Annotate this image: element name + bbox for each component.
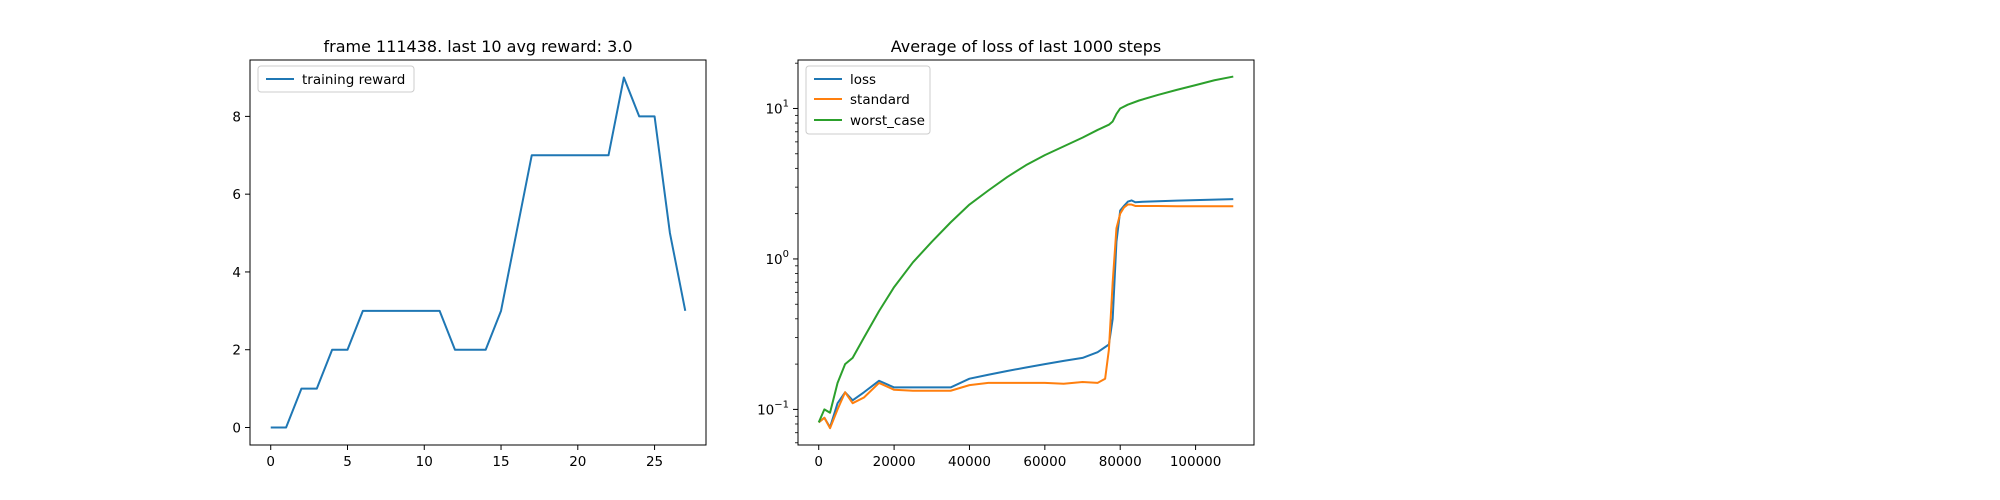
y-tick-label: 2 bbox=[232, 343, 241, 359]
loss-chart-series bbox=[817, 75, 1234, 430]
loss-chart-frame bbox=[797, 59, 1255, 446]
y-tick-label: 8 bbox=[232, 109, 241, 125]
reward-chart-legend: training reward bbox=[257, 65, 415, 93]
legend-label-training-reward: training reward bbox=[302, 72, 405, 88]
x-tick-label: 15 bbox=[492, 454, 509, 470]
x-tick-label: 25 bbox=[646, 454, 663, 470]
series-line-worst-case bbox=[817, 75, 1234, 423]
loss-chart: Average of loss of last 1000 steps 0 2000… bbox=[757, 37, 1255, 470]
loss-chart-ticks: 0 20000 40000 60000 80000 100000 10−1 100 101 bbox=[757, 62, 1222, 470]
y-tick-label: 0 bbox=[232, 421, 241, 437]
y-tick-label: 101 bbox=[765, 98, 789, 117]
y-tick-label: 4 bbox=[232, 265, 241, 281]
y-tick-label: 100 bbox=[765, 249, 789, 268]
x-tick-label: 20 bbox=[569, 454, 586, 470]
x-tick-label: 100000 bbox=[1170, 454, 1222, 470]
reward-chart-title: frame 111438. last 10 avg reward: 3.0 bbox=[323, 37, 632, 56]
legend-box bbox=[257, 65, 415, 93]
x-tick-label: 10 bbox=[416, 454, 433, 470]
loss-chart-legend: loss standard worst_case bbox=[805, 65, 931, 135]
y-tick-label: 10−1 bbox=[757, 399, 789, 418]
x-tick-label: 20000 bbox=[873, 454, 916, 470]
reward-chart-ticks: 0 5 10 15 20 25 0 2 4 6 8 bbox=[232, 109, 663, 470]
series-line-standard bbox=[818, 203, 1234, 430]
reward-chart-frame bbox=[249, 59, 707, 446]
series-line-loss bbox=[818, 198, 1234, 429]
legend-label-standard: standard bbox=[850, 92, 910, 108]
x-tick-label: 5 bbox=[343, 454, 352, 470]
x-tick-label: 0 bbox=[266, 454, 275, 470]
legend-label-loss: loss bbox=[850, 72, 876, 88]
reward-chart-series bbox=[270, 76, 687, 429]
x-tick-label: 60000 bbox=[1023, 454, 1066, 470]
x-tick-label: 0 bbox=[814, 454, 823, 470]
reward-chart: frame 111438. last 10 avg reward: 3.0 0 5… bbox=[232, 37, 707, 470]
x-tick-label: 40000 bbox=[948, 454, 991, 470]
series-line-training-reward bbox=[270, 76, 687, 429]
legend-label-worst-case: worst_case bbox=[850, 113, 925, 129]
loss-chart-title: Average of loss of last 1000 steps bbox=[891, 37, 1162, 56]
x-tick-label: 80000 bbox=[1099, 454, 1142, 470]
legend-box bbox=[805, 65, 931, 135]
y-tick-label: 6 bbox=[232, 187, 241, 203]
